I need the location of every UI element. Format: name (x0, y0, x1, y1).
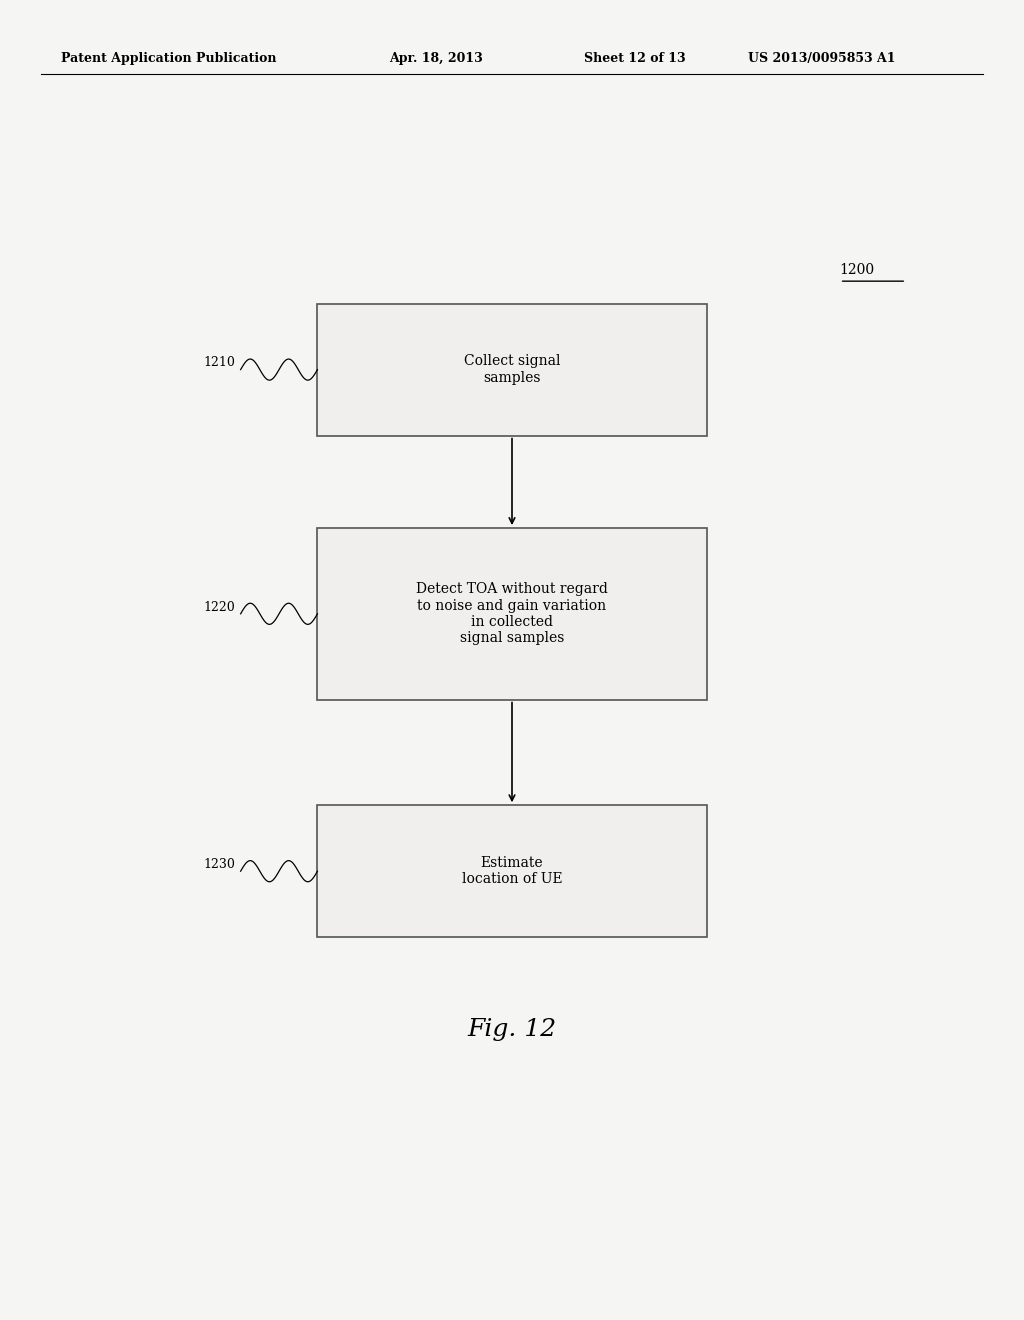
Text: 1210: 1210 (204, 356, 236, 370)
Text: US 2013/0095853 A1: US 2013/0095853 A1 (748, 51, 895, 65)
FancyBboxPatch shape (317, 805, 707, 937)
Text: Sheet 12 of 13: Sheet 12 of 13 (584, 51, 685, 65)
FancyBboxPatch shape (317, 528, 707, 700)
Text: Fig. 12: Fig. 12 (467, 1018, 557, 1041)
Text: Collect signal
samples: Collect signal samples (464, 355, 560, 384)
Text: 1220: 1220 (204, 601, 236, 614)
Text: 1230: 1230 (204, 858, 236, 871)
Text: Estimate
location of UE: Estimate location of UE (462, 857, 562, 886)
Text: Detect TOA without regard
to noise and gain variation
in collected
signal sample: Detect TOA without regard to noise and g… (416, 582, 608, 645)
FancyBboxPatch shape (317, 304, 707, 436)
Text: 1200: 1200 (840, 263, 874, 277)
Text: Patent Application Publication: Patent Application Publication (61, 51, 276, 65)
Text: Apr. 18, 2013: Apr. 18, 2013 (389, 51, 483, 65)
